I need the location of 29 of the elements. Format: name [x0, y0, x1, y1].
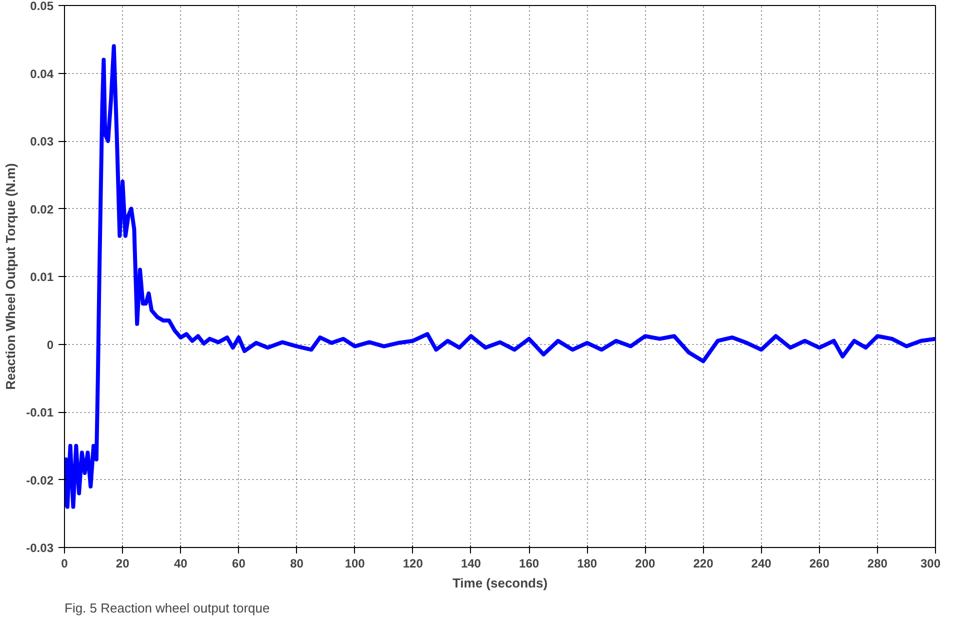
- x-tick-label: 0: [61, 556, 68, 570]
- y-tick-label: -0.02: [26, 473, 54, 488]
- y-tick-label: 0.02: [30, 202, 54, 216]
- x-tick-label: 260: [809, 556, 830, 570]
- y-tick-label: 0.05: [30, 0, 54, 13]
- x-tick-label: 240: [751, 556, 772, 570]
- x-tick-label: 140: [460, 556, 482, 570]
- x-tick-label: 100: [344, 556, 366, 570]
- x-tick-label: 40: [174, 556, 188, 570]
- y-tick-label: -0.03: [26, 541, 54, 555]
- y-tick-label: 0.04: [30, 66, 54, 81]
- x-tick-label: 200: [635, 556, 656, 570]
- x-tick-label: 160: [519, 556, 540, 570]
- x-tick-label: 80: [290, 556, 304, 570]
- y-tick-label: 0: [46, 338, 54, 352]
- line-series: [64, 44, 936, 509]
- x-tick-label: 220: [693, 556, 714, 570]
- x-tick-label: 180: [577, 556, 598, 570]
- y-tick-label: -0.01: [26, 406, 54, 420]
- x-tick-label: 20: [116, 556, 130, 570]
- y-tick-label: 0.03: [30, 134, 54, 148]
- y-axis-title: Reaction Wheel Output Torque (N.m): [3, 163, 18, 390]
- x-tick-label: 120: [402, 556, 424, 570]
- x-tick-label: 60: [232, 556, 246, 570]
- x-axis-title: Time (seconds): [452, 576, 548, 590]
- x-tick-label: 300: [920, 556, 941, 570]
- x-tick-label: 280: [867, 556, 888, 570]
- caption: Fig. 5 Reaction wheel output torque: [64, 600, 270, 616]
- y-tick-label: 0.01: [30, 270, 54, 284]
